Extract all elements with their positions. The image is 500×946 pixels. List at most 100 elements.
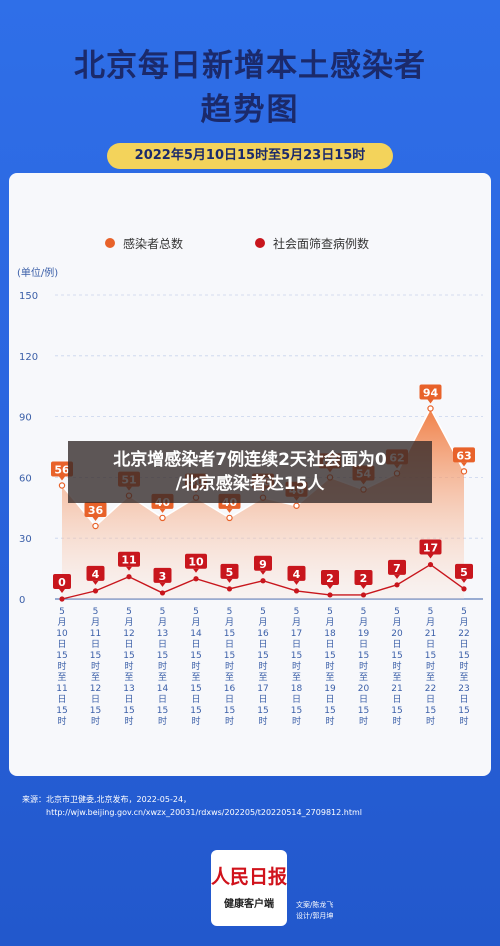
- x-tick-label-char: 15: [324, 651, 335, 661]
- x-tick-label-char: 时: [191, 660, 200, 672]
- community-data-tag-pointer: [293, 580, 300, 585]
- x-tick-label-char: 时: [225, 715, 234, 727]
- community-data-tag: [153, 567, 172, 583]
- total-point: [92, 522, 99, 530]
- x-tick-label-char: 日: [459, 694, 468, 705]
- x-tick-label-char: 时: [191, 715, 200, 727]
- total-data-tag-pointer: [92, 517, 99, 522]
- x-tick-label-char: 17: [257, 684, 268, 694]
- logo-brand: 人民日报: [211, 866, 288, 888]
- y-tick-label: 0: [19, 595, 25, 606]
- community-data-tag: [287, 565, 306, 581]
- community-data-tag: [354, 569, 373, 585]
- x-tick-label-char: 至: [359, 672, 368, 683]
- news-overlay: 北京增感染者7例连续2天社会面为0 /北京感染者达15人: [68, 441, 432, 503]
- total-point: [427, 405, 434, 412]
- x-tick-label-char: 5: [126, 607, 132, 617]
- x-tick-label-char: 11: [56, 684, 67, 694]
- community-data-label: 2: [360, 572, 368, 585]
- community-data-tag: [185, 553, 207, 569]
- x-tick-label-char: 15: [157, 651, 168, 661]
- x-tick-label-char: 时: [292, 715, 301, 727]
- x-tick-label-char: 15: [391, 651, 402, 661]
- x-tick-label-char: 时: [459, 660, 468, 672]
- x-tick-label-char: 月: [426, 617, 435, 628]
- total-data-label: 56: [54, 464, 70, 477]
- x-tick-label-char: 日: [91, 639, 100, 650]
- x-tick-label-char: 16: [257, 629, 269, 639]
- x-tick-label-char: 日: [57, 694, 66, 705]
- legend-label: 感染者总数: [123, 236, 183, 251]
- total-point: [58, 482, 66, 489]
- x-tick-label-char: 月: [359, 617, 368, 628]
- x-tick-label-char: 5: [160, 607, 166, 617]
- x-tick-label-char: 时: [325, 715, 334, 727]
- x-tick-label-char: 日: [91, 694, 100, 705]
- total-point: [159, 514, 166, 522]
- total-point: [460, 468, 468, 475]
- x-tick-label-char: 5: [327, 607, 333, 617]
- community-data-tag-pointer: [427, 554, 434, 559]
- x-tick-label-char: 15: [224, 706, 235, 716]
- date-range-pill: 2022年5月10日15时至5月23日15时: [107, 143, 393, 169]
- x-tick-label-char: 日: [57, 639, 66, 650]
- total-data-tag-pointer: [427, 399, 434, 404]
- total-point: [226, 514, 233, 522]
- credit-designer: 设计/郭月坤: [296, 912, 334, 920]
- x-tick-label-char: 时: [124, 715, 133, 727]
- source-text: 来源：北京市卫健委,北京发布，2022-05-24， http://wjw.be…: [22, 793, 362, 819]
- community-point: [293, 588, 300, 594]
- community-data-tag-pointer: [360, 584, 367, 589]
- x-tick-label-char: 13: [157, 629, 168, 639]
- community-data-tag: [254, 555, 272, 571]
- x-tick-label-char: 日: [459, 639, 468, 650]
- x-tick-label-char: 15: [224, 651, 235, 661]
- x-tick-label-char: 22: [425, 684, 436, 694]
- x-tick-label-char: 月: [91, 617, 100, 628]
- x-tick-label-char: 15: [56, 706, 67, 716]
- community-data-tag-pointer: [394, 574, 400, 579]
- x-tick-label-char: 12: [90, 684, 101, 694]
- community-point: [159, 590, 166, 596]
- x-tick-label-char: 15: [324, 706, 335, 716]
- x-tick-label-char: 时: [225, 660, 234, 672]
- community-point: [427, 561, 434, 568]
- community-point: [394, 582, 400, 588]
- community-point: [193, 576, 199, 582]
- x-tick-label-char: 时: [359, 715, 368, 727]
- x-tick-label-char: 15: [56, 651, 67, 661]
- x-tick-label-char: 15: [425, 651, 436, 661]
- x-tick-label-char: 15: [190, 684, 201, 694]
- community-data-label: 0: [58, 576, 66, 589]
- x-tick-label-char: 至: [292, 672, 301, 683]
- community-point: [461, 586, 467, 592]
- legend-label: 社会面筛查病例数: [273, 236, 369, 251]
- total-data-tag: [51, 461, 73, 477]
- x-tick-label-char: 至: [158, 672, 167, 683]
- x-tick-label-char: 14: [190, 629, 202, 639]
- community-data-tag: [118, 551, 140, 567]
- x-tick-label-char: 日: [191, 639, 200, 650]
- x-tick-label-char: 时: [392, 715, 401, 727]
- total-data-tag-pointer: [59, 476, 65, 481]
- x-tick-label-char: 时: [124, 660, 133, 672]
- x-tick-label-char: 13: [123, 684, 134, 694]
- legend-marker: [105, 238, 115, 248]
- x-tick-label-char: 日: [124, 694, 133, 705]
- total-point: [293, 502, 300, 509]
- x-tick-label-char: 至: [124, 672, 133, 683]
- logo-subtitle: 健康客户端: [224, 899, 274, 910]
- x-tick-label-char: 5: [361, 607, 367, 617]
- x-tick-label-char: 日: [359, 694, 368, 705]
- x-tick-label-char: 月: [292, 617, 301, 628]
- x-tick-label-char: 5: [193, 607, 199, 617]
- x-tick-label-char: 5: [227, 607, 233, 617]
- x-tick-label-char: 月: [325, 617, 334, 628]
- x-tick-label-char: 15: [157, 706, 168, 716]
- x-tick-label-char: 15: [190, 706, 201, 716]
- x-tick-label-char: 15: [90, 651, 101, 661]
- total-data-label: 63: [456, 449, 471, 462]
- x-tick-label-char: 至: [258, 672, 267, 683]
- x-tick-label-char: 15: [291, 706, 302, 716]
- x-tick-label-char: 日: [225, 694, 234, 705]
